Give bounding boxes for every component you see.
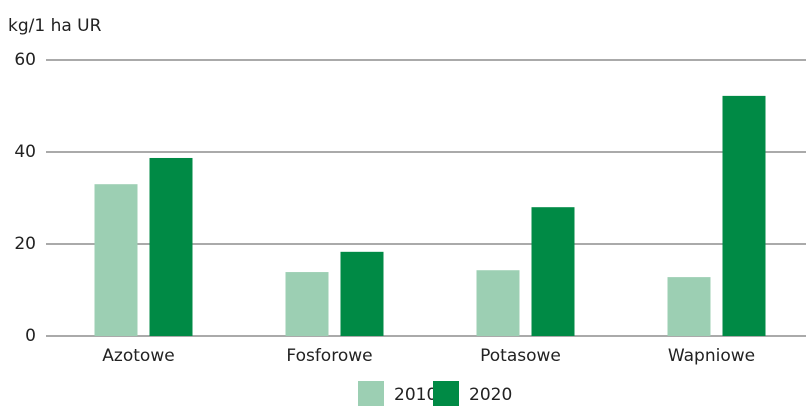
bar: [531, 207, 575, 336]
bar: [722, 95, 766, 336]
x-tick-label: Fosforowe: [286, 346, 372, 366]
legend-swatch: [433, 381, 459, 406]
y-tick-label: 60: [14, 50, 36, 70]
bar: [149, 157, 193, 336]
bar: [94, 184, 138, 336]
bar: [340, 251, 384, 336]
y-tick-label: 0: [25, 326, 36, 346]
legend-label: 2010: [394, 385, 437, 405]
legend-label: 2020: [469, 385, 512, 405]
y-tick-label: 40: [14, 142, 36, 162]
legend-swatch: [358, 381, 384, 406]
x-tick-label: Azotowe: [102, 346, 174, 366]
x-tick-label: Wapniowe: [668, 346, 755, 366]
y-tick-label: 20: [14, 234, 36, 254]
x-tick-label: Potasowe: [480, 346, 561, 366]
bar: [285, 272, 329, 336]
y-axis-label: kg/1 ha UR: [8, 16, 102, 36]
bar: [667, 277, 711, 336]
bar: [476, 270, 520, 336]
